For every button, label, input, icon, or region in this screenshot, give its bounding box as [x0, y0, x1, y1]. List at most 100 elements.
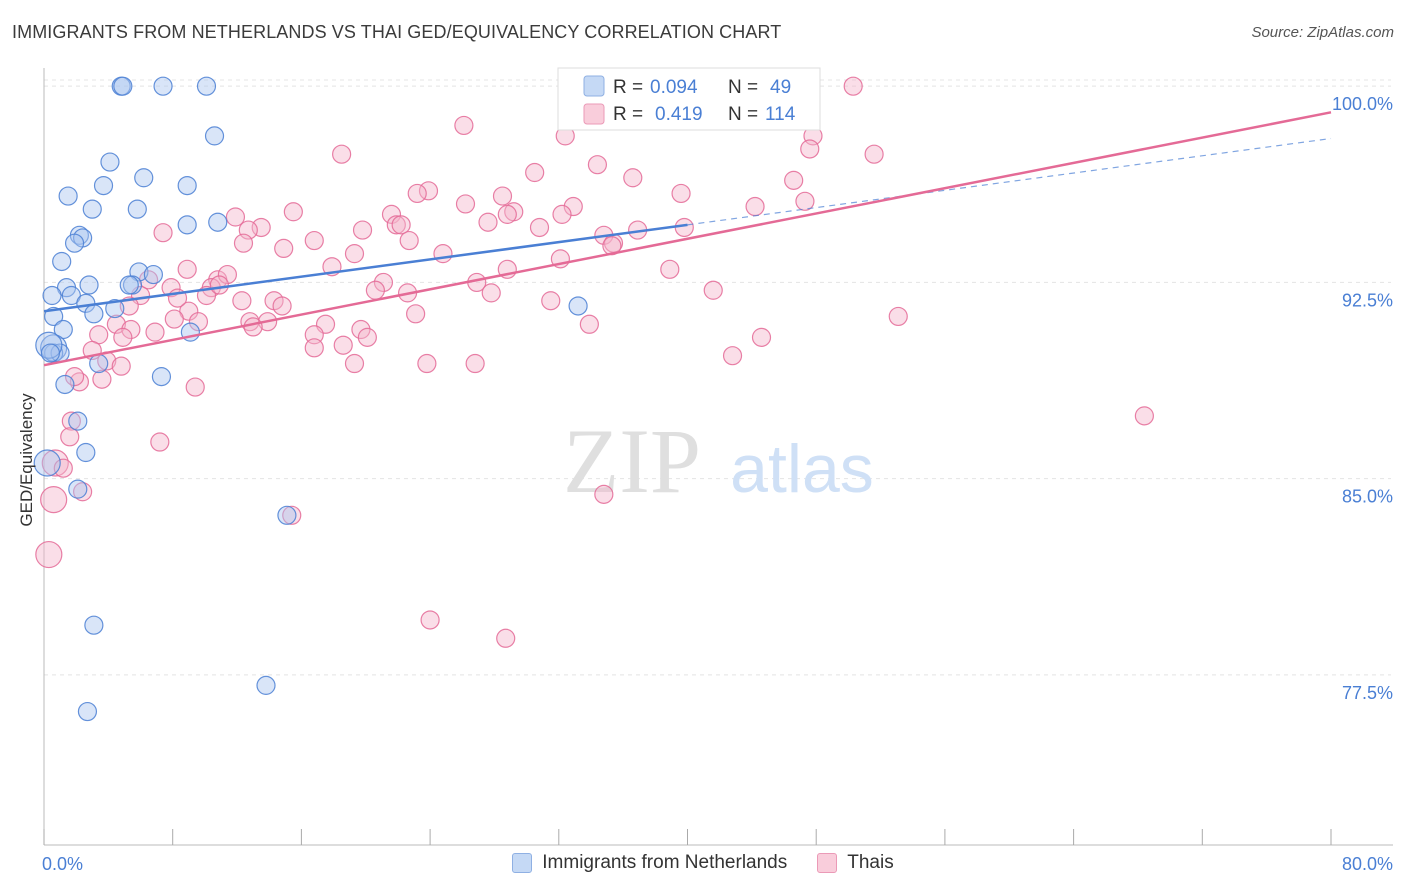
data-point — [660, 259, 680, 279]
x-tick-label-max: 80.0% — [1342, 854, 1393, 874]
data-point — [153, 223, 173, 243]
data-point — [76, 442, 96, 463]
y-axis-label: GED/Equivalency — [17, 393, 36, 527]
data-point — [64, 233, 85, 253]
legend-swatch-pink — [817, 853, 838, 873]
data-point — [233, 233, 254, 253]
data-point — [84, 615, 104, 635]
data-point — [563, 196, 583, 217]
legend-item-thais[interactable]: Thais — [817, 852, 894, 874]
watermark-zip: ZIP — [563, 410, 701, 512]
data-point — [386, 215, 406, 235]
data-point — [60, 427, 80, 447]
y-tick-labels: 77.5% 85.0% 92.5% 100.0% — [1332, 94, 1393, 703]
legend-r-label-1: R = — [613, 77, 643, 98]
data-point — [304, 338, 324, 358]
data-point — [722, 346, 743, 366]
data-point — [177, 176, 197, 196]
data-point — [391, 215, 411, 235]
legend-swatch-netherlands — [583, 75, 605, 97]
data-point — [888, 306, 908, 327]
data-point — [594, 484, 614, 504]
trend-line-netherlands — [43, 223, 688, 313]
data-point — [145, 322, 165, 342]
x-tick-labels: 0.0% 80.0% — [42, 854, 1393, 874]
data-point — [418, 181, 439, 201]
data-point — [365, 280, 386, 300]
data-point — [33, 449, 61, 477]
data-point — [795, 191, 815, 211]
trend-lines — [43, 111, 1332, 367]
data-point — [256, 675, 276, 695]
legend-n-label-2: N = — [728, 104, 758, 125]
data-point — [420, 610, 440, 630]
data-point — [68, 411, 88, 431]
data-point — [282, 505, 302, 525]
netherlands-points — [33, 76, 588, 722]
data-point — [150, 432, 170, 452]
data-point — [283, 202, 303, 222]
data-point — [153, 76, 173, 96]
data-point — [843, 76, 863, 96]
data-point — [209, 275, 229, 295]
series-legend: Immigrants from Netherlands Thais — [0, 852, 1406, 874]
data-point — [217, 264, 237, 285]
data-point — [623, 168, 643, 188]
data-point — [751, 327, 772, 347]
data-point — [196, 76, 217, 96]
data-point — [381, 204, 402, 224]
data-point — [332, 144, 352, 164]
data-point — [541, 291, 561, 311]
data-point — [64, 367, 85, 387]
data-point — [864, 144, 884, 164]
data-point — [243, 317, 263, 337]
legend-swatch-thais — [583, 103, 605, 125]
data-point — [784, 170, 804, 190]
legend-label-thais: Thais — [847, 852, 894, 873]
data-point — [357, 327, 377, 347]
data-point — [352, 220, 373, 240]
data-point — [406, 304, 426, 324]
legend-item-netherlands[interactable]: Immigrants from Netherlands — [512, 852, 787, 874]
axes — [43, 68, 1393, 846]
data-point — [100, 152, 120, 172]
gridlines — [44, 79, 1391, 676]
data-point — [587, 155, 608, 175]
data-point — [497, 204, 517, 224]
legend-n-value-2: 114 — [765, 104, 796, 125]
y-tick-label: 77.5% — [1342, 683, 1393, 703]
data-point — [134, 168, 154, 188]
data-point — [127, 199, 147, 219]
data-point — [344, 353, 365, 374]
data-point — [55, 374, 75, 395]
x-tick-label-min: 0.0% — [42, 854, 83, 874]
data-point — [185, 377, 205, 397]
data-point — [232, 291, 252, 311]
data-point — [465, 353, 485, 374]
data-point — [274, 238, 294, 258]
data-point — [525, 162, 545, 183]
legend-n-label-1: N = — [728, 77, 758, 98]
data-point — [177, 259, 197, 279]
y-tick-label: 85.0% — [1342, 487, 1393, 507]
data-point — [703, 280, 723, 300]
data-point — [579, 314, 599, 334]
data-point — [40, 486, 68, 514]
data-point — [225, 207, 246, 227]
data-point — [399, 230, 419, 251]
data-point — [161, 278, 181, 298]
data-point — [89, 353, 109, 374]
data-point — [455, 194, 476, 214]
data-point — [407, 183, 427, 204]
data-point — [344, 244, 365, 264]
legend-n-value-1: 49 — [770, 77, 791, 98]
data-point — [58, 186, 78, 206]
data-point — [745, 196, 765, 217]
data-point — [53, 458, 73, 478]
data-point — [113, 76, 133, 96]
data-point — [151, 367, 172, 387]
data-point — [800, 139, 820, 159]
data-point — [674, 217, 694, 238]
data-point — [77, 701, 98, 722]
